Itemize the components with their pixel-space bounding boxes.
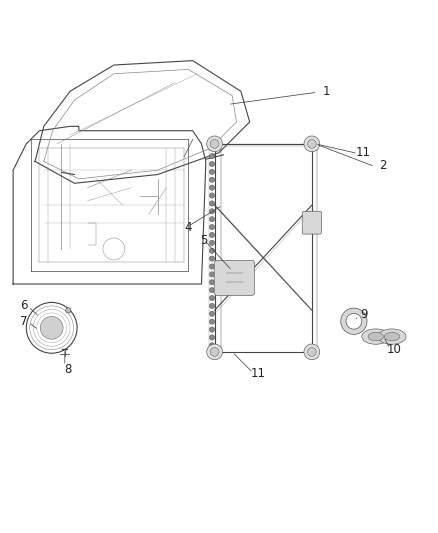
Circle shape [209,311,215,317]
Circle shape [209,201,215,206]
Circle shape [209,256,215,261]
Circle shape [209,248,215,253]
Circle shape [210,140,219,148]
Text: 2: 2 [379,159,387,172]
Circle shape [307,140,316,148]
Circle shape [304,136,320,152]
Circle shape [209,154,215,159]
Circle shape [346,313,362,329]
Text: 4: 4 [184,221,192,233]
Circle shape [209,272,215,277]
Circle shape [209,295,215,301]
Circle shape [207,136,223,152]
Circle shape [209,224,215,230]
Circle shape [207,344,223,360]
Circle shape [209,287,215,293]
Circle shape [209,303,215,309]
Circle shape [209,327,215,332]
Circle shape [341,308,367,334]
Circle shape [209,319,215,324]
Circle shape [209,146,215,151]
Text: 9: 9 [360,308,367,321]
Circle shape [209,193,215,198]
Circle shape [210,348,219,356]
Text: 1: 1 [322,85,330,98]
Circle shape [304,344,320,360]
Circle shape [209,216,215,222]
Text: 11: 11 [356,146,371,159]
Circle shape [209,240,215,246]
Circle shape [66,308,71,313]
Ellipse shape [368,333,384,341]
Circle shape [307,348,316,356]
Text: 7: 7 [20,315,28,328]
Circle shape [209,209,215,214]
Circle shape [209,232,215,238]
Circle shape [209,264,215,269]
Circle shape [40,317,63,339]
Text: 6: 6 [20,300,28,312]
Circle shape [209,335,215,340]
Text: 5: 5 [200,233,207,247]
Ellipse shape [378,329,406,344]
Circle shape [209,343,215,348]
Ellipse shape [362,329,390,344]
Ellipse shape [384,333,400,341]
Text: 10: 10 [387,343,402,356]
FancyBboxPatch shape [302,211,321,234]
Circle shape [209,169,215,174]
Circle shape [209,185,215,190]
FancyBboxPatch shape [214,260,254,295]
Text: 8: 8 [64,363,71,376]
Circle shape [209,177,215,182]
Text: 11: 11 [251,367,266,381]
Circle shape [209,161,215,167]
Circle shape [209,280,215,285]
